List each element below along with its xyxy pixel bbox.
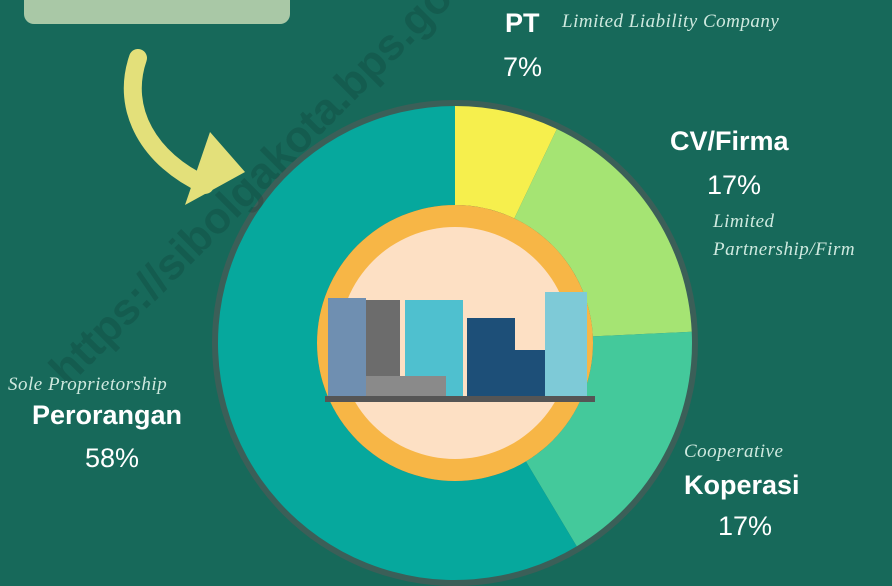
infographic: https://sibolgakota.bps.go.id PT7%Limite…	[0, 0, 892, 586]
description-label: Sole Proprietorship	[8, 371, 208, 399]
category-label: CV/Firma	[670, 126, 789, 157]
value-label: 17%	[718, 511, 772, 542]
description-label: Limited Partnership/Firm	[713, 208, 892, 264]
arrow	[133, 58, 205, 185]
value-label: 7%	[503, 52, 542, 83]
category-label: Koperasi	[684, 470, 800, 501]
description-label: Limited Liability Company	[562, 8, 822, 36]
value-label: 58%	[85, 443, 139, 474]
description-label: Cooperative	[684, 438, 884, 466]
category-label: Perorangan	[32, 400, 182, 431]
buildings-icon	[325, 292, 595, 402]
header-box	[24, 0, 290, 24]
category-label: PT	[505, 8, 540, 39]
value-label: 17%	[707, 170, 761, 201]
